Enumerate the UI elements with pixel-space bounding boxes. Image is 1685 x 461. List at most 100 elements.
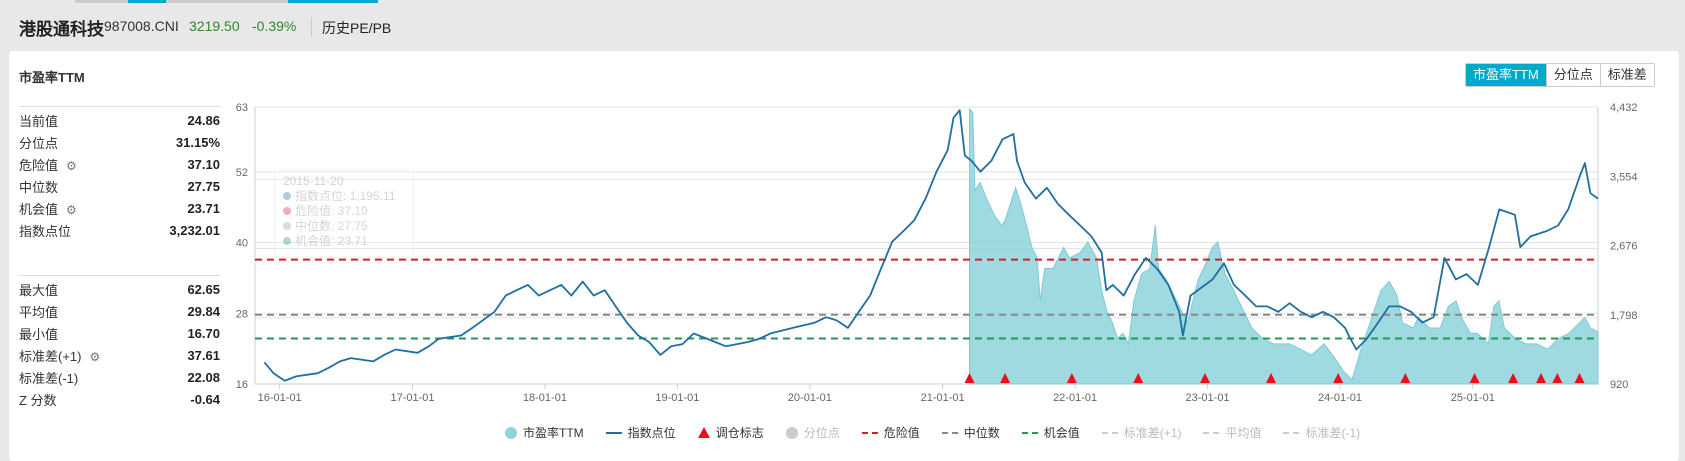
gear-icon[interactable]: ⚙: [66, 158, 77, 173]
stat-value: 31.15%: [175, 134, 220, 150]
tab-percentile[interactable]: 分位点: [1545, 64, 1600, 86]
dash-line-icon: [1101, 431, 1118, 434]
legend-label: 中位数: [963, 426, 1000, 440]
circle-icon: [505, 426, 517, 439]
stat-label: 最小值: [19, 326, 59, 342]
y-left-tick-label: 16: [236, 379, 248, 391]
top-tab-active-indicator: [128, 0, 166, 3]
divider: [19, 106, 220, 107]
x-tick-label: 21-01-01: [921, 392, 965, 404]
stat-label: Z 分数: [19, 392, 57, 408]
history-pe-pb-link[interactable]: 历史PE/PB: [322, 20, 392, 36]
gear-icon[interactable]: ⚙: [66, 202, 77, 217]
gear-icon[interactable]: ⚙: [89, 349, 101, 364]
legend-item[interactable]: 分位点: [785, 424, 840, 441]
rebalance-marker: [1000, 373, 1011, 383]
stat-label: 机会值: [19, 201, 59, 217]
legend-label: 市盈率TTM: [523, 426, 584, 440]
stat-value: 3,232.01: [169, 222, 220, 238]
stat-value: -0.64: [190, 391, 220, 407]
tab-std-dev[interactable]: 标准差: [1599, 64, 1654, 86]
chart-panel: [9, 51, 1679, 461]
rebalance-marker: [1574, 373, 1585, 383]
stat-row: 中位数 27.75: [19, 175, 220, 197]
dash-line-icon: [1203, 431, 1220, 434]
dash-line-icon: [941, 431, 958, 434]
metric-toggle-group: 市盈率TTM 分位点 标准差: [1465, 63, 1655, 87]
legend-label: 危险值: [883, 426, 920, 440]
line-icon: [605, 431, 622, 434]
dot-icon: [283, 222, 291, 230]
y-left-tick-label: 28: [236, 308, 248, 320]
section-title: 市盈率TTM: [19, 70, 85, 85]
stat-label: 中位数: [19, 179, 59, 195]
stat-value: 29.84: [187, 303, 220, 319]
stat-row: 平均值 29.84: [19, 300, 220, 322]
legend-item[interactable]: 标准差(-1): [1283, 424, 1360, 441]
legend-item[interactable]: 机会值: [1021, 424, 1080, 441]
stat-value: 16.70: [187, 325, 220, 341]
dash-line-icon: [1021, 431, 1038, 434]
legend-label: 标准差(+1): [1123, 426, 1182, 440]
stat-row: Z 分数 -0.64: [19, 388, 220, 410]
tab-pe-ttm[interactable]: 市盈率TTM: [1466, 64, 1546, 86]
legend-item[interactable]: 平均值: [1203, 424, 1261, 441]
legend-label: 机会值: [1043, 426, 1080, 440]
stat-label: 平均值: [19, 304, 59, 320]
stat-value: 27.75: [187, 178, 220, 194]
legend-item[interactable]: 标准差(+1): [1101, 424, 1182, 441]
rebalance-marker: [1200, 373, 1211, 383]
stat-label: 当前值: [19, 113, 59, 129]
stats-summary: 最大值 62.65 平均值 29.84 最小值 16.70 标准差(+1) ⚙ 37.61 标准差…: [19, 275, 220, 410]
stat-label: 危险值: [19, 157, 59, 173]
stats-current: 当前值 24.86 分位点 31.15% 危险值 ⚙ 37.10 中位数 27.75 机会值 ⚙ 23…: [19, 106, 220, 241]
index-change: -0.39%: [252, 18, 297, 34]
stat-label: 最大值: [19, 282, 59, 298]
rebalance-marker: [1266, 373, 1277, 383]
legend-item[interactable]: 危险值: [861, 424, 920, 441]
tooltip-line: 中位数: 27.75: [283, 219, 405, 234]
tooltip-line: 机会值: 23.71: [283, 234, 405, 249]
legend-item[interactable]: 市盈率TTM: [505, 424, 584, 441]
rebalance-marker: [1536, 373, 1547, 383]
index-price: 3219.50: [189, 18, 240, 34]
stat-value: 37.61: [187, 347, 220, 363]
stat-row: 最小值 16.70: [19, 322, 220, 344]
y-right-tick-label: 4,432: [1610, 102, 1638, 114]
x-tick-label: 19-01-01: [655, 392, 699, 404]
pe-ttm-area: [968, 107, 1599, 385]
y-left-tick-label: 40: [236, 238, 248, 250]
stat-label: 标准差(+1): [19, 348, 82, 364]
x-tick-label: 20-01-01: [788, 392, 832, 404]
y-right-tick-label: 1,798: [1610, 310, 1638, 322]
rebalance-marker: [1066, 373, 1077, 383]
index-level-line: [263, 109, 1599, 382]
index-name: 港股通科技: [19, 20, 104, 39]
legend-item[interactable]: 中位数: [941, 424, 1000, 441]
divider: [19, 275, 220, 276]
dot-icon: [283, 237, 291, 245]
y-right-tick-label: 920: [1610, 379, 1628, 391]
legend-item[interactable]: 调仓标志: [697, 424, 764, 441]
stat-row: 最大值 62.65: [19, 278, 220, 300]
stat-value: 24.86: [187, 112, 220, 128]
x-tick-label: 24-01-01: [1318, 392, 1362, 404]
rebalance-marker: [1400, 373, 1411, 383]
stat-row: 机会值 ⚙ 23.71: [19, 197, 220, 219]
header-divider: [311, 17, 312, 37]
dash-line-icon: [1283, 431, 1300, 434]
chart-legend: 市盈率TTM 指数点位 调仓标志 分位点 危险值 中位数 机会值 标准差(+1) 平均值 标准差(…: [505, 424, 1360, 441]
stat-row: 当前值 24.86: [19, 109, 220, 131]
legend-item[interactable]: 指数点位: [605, 424, 676, 441]
stat-label: 标准差(-1): [19, 370, 79, 386]
stat-label: 分位点: [19, 135, 59, 151]
dot-icon: [283, 192, 291, 200]
x-tick-label: 16-01-01: [258, 392, 302, 404]
legend-label: 指数点位: [627, 426, 676, 440]
x-tick-label: 22-01-01: [1053, 392, 1097, 404]
rebalance-marker: [1333, 373, 1344, 383]
y-right-tick-label: 3,554: [1610, 171, 1638, 183]
circle-icon: [785, 426, 798, 439]
x-tick-label: 17-01-01: [390, 392, 434, 404]
